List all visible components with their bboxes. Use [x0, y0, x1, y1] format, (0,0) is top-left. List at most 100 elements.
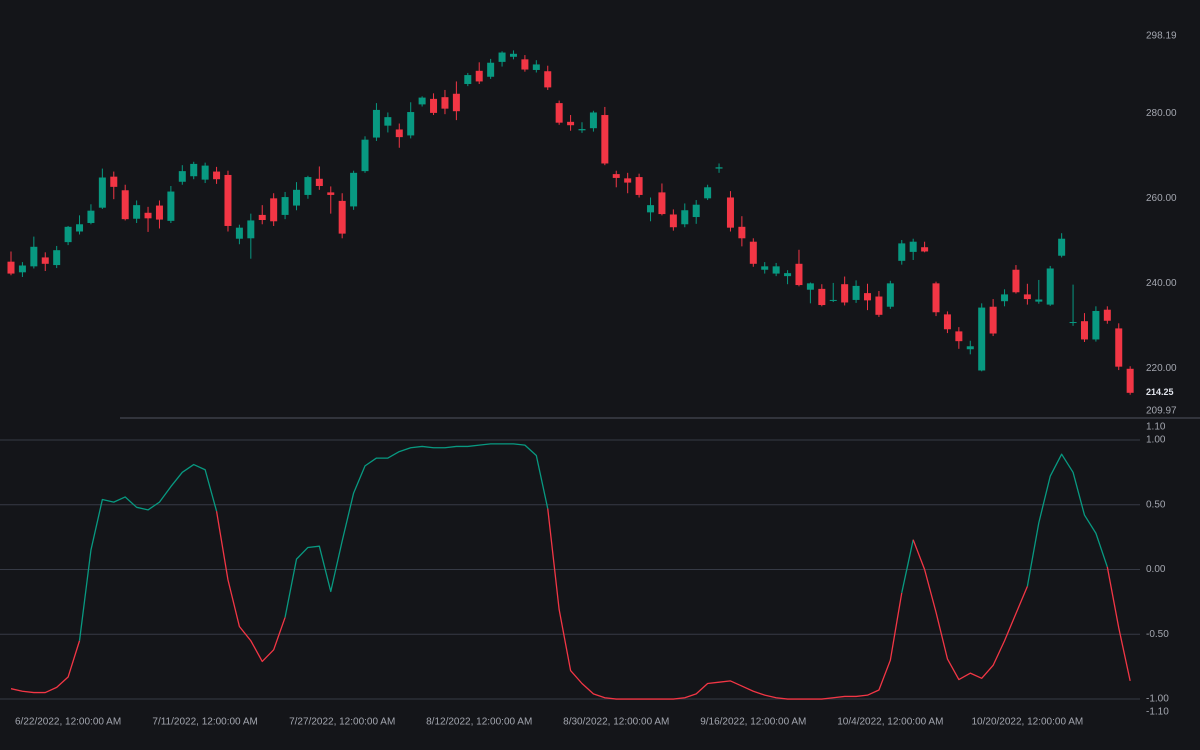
x-tick-label: 10/4/2022, 12:00:00 AM [837, 717, 943, 728]
candle-body [76, 224, 84, 232]
candle-body [235, 227, 243, 239]
candle-body [1092, 310, 1100, 340]
candle-body [178, 171, 186, 182]
candle-body [64, 226, 72, 243]
candle-body [669, 214, 677, 228]
candle-body [247, 220, 255, 239]
candle-body [726, 197, 734, 228]
candle-body [635, 177, 643, 195]
oscillator-line [78, 463, 218, 641]
candle-body [921, 247, 929, 252]
y-tick-label: 240.00 [1146, 278, 1177, 289]
y-tick-label: 260.00 [1146, 193, 1177, 204]
candle-body [441, 97, 449, 109]
x-tick-label: 9/16/2022, 12:00:00 AM [700, 717, 806, 728]
candle-body [909, 241, 917, 252]
candle-body [281, 197, 289, 215]
candle-body [761, 266, 769, 270]
candle-body [692, 204, 700, 218]
candle-body [1069, 322, 1077, 324]
candle-body [932, 283, 940, 313]
candle-body [955, 331, 963, 342]
candle-body [98, 177, 106, 208]
x-tick-label: 7/11/2022, 12:00:00 AM [152, 717, 257, 728]
candle-body [875, 296, 883, 315]
candle-body [430, 98, 438, 113]
oscillator-line [215, 511, 286, 663]
candle-body [7, 261, 15, 274]
candle-body [647, 205, 655, 213]
candle-body [167, 191, 175, 221]
oscillator-line [912, 539, 1028, 681]
candle-body [784, 273, 792, 277]
candle-body [1035, 299, 1043, 302]
candle-body [487, 62, 495, 77]
candle-body [555, 103, 563, 123]
candle-body [407, 112, 415, 136]
candle-body [943, 314, 951, 330]
candle-body [978, 307, 986, 371]
candle-body [384, 117, 392, 126]
candle-body [966, 346, 974, 350]
x-tick-label: 7/27/2022, 12:00:00 AM [289, 717, 395, 728]
candle-body [578, 129, 586, 131]
candle-body [133, 205, 141, 219]
candle-body [1023, 294, 1031, 300]
candle-body [53, 250, 61, 266]
y-tick-label: 209.97 [1146, 406, 1177, 417]
candle-body [87, 210, 95, 223]
candle-body [841, 284, 849, 303]
candle-body [1115, 328, 1123, 367]
candle-body [293, 189, 300, 206]
candle-body [772, 266, 780, 274]
y-tick-label: 0.00 [1146, 564, 1166, 575]
candle-body [452, 93, 460, 112]
x-tick-label: 8/12/2022, 12:00:00 AM [426, 717, 532, 728]
y-tick-label: 0.50 [1146, 499, 1166, 510]
candle-body [749, 241, 757, 264]
candle-body [213, 171, 221, 180]
candle-body [327, 192, 335, 195]
candle-body [989, 306, 997, 334]
candle-body [372, 109, 380, 138]
candle-body [498, 52, 506, 62]
candle-body [567, 121, 575, 126]
candle-body [338, 200, 346, 234]
candle-body [1001, 294, 1009, 302]
candle-body [886, 283, 894, 307]
y-tick-label: -0.50 [1146, 629, 1169, 640]
candle-body [715, 167, 723, 169]
x-tick-label: 8/30/2022, 12:00:00 AM [563, 717, 669, 728]
oscillator-line [10, 640, 81, 694]
candle-body [795, 263, 803, 286]
candle-body [155, 205, 163, 220]
candle-body [418, 97, 426, 105]
candle-body [304, 177, 312, 195]
y-tick-label: 1.00 [1146, 435, 1166, 446]
candle-body [738, 226, 746, 239]
candle-body [18, 265, 26, 273]
candle-body [806, 283, 814, 290]
candle-body [361, 139, 369, 172]
candle-body [315, 178, 323, 187]
candle-body [601, 115, 609, 164]
candle-body [464, 75, 472, 84]
candle-body [41, 257, 49, 264]
candle-body [395, 129, 403, 138]
candle-body [1012, 269, 1020, 293]
candle-body [544, 71, 552, 88]
candle-body [658, 192, 666, 215]
candle-body [190, 163, 198, 177]
y-tick-label: -1.00 [1146, 694, 1169, 705]
candle-body [521, 59, 529, 70]
y-tick-label: -1.10 [1146, 707, 1169, 718]
candle-body [589, 112, 597, 129]
oscillator-line [547, 508, 903, 700]
oscillator-line [1106, 566, 1131, 682]
candle-body [144, 212, 152, 219]
candle-body [1046, 268, 1054, 305]
candle-body [852, 285, 860, 300]
y-tick-label: 1.10 [1146, 422, 1166, 433]
